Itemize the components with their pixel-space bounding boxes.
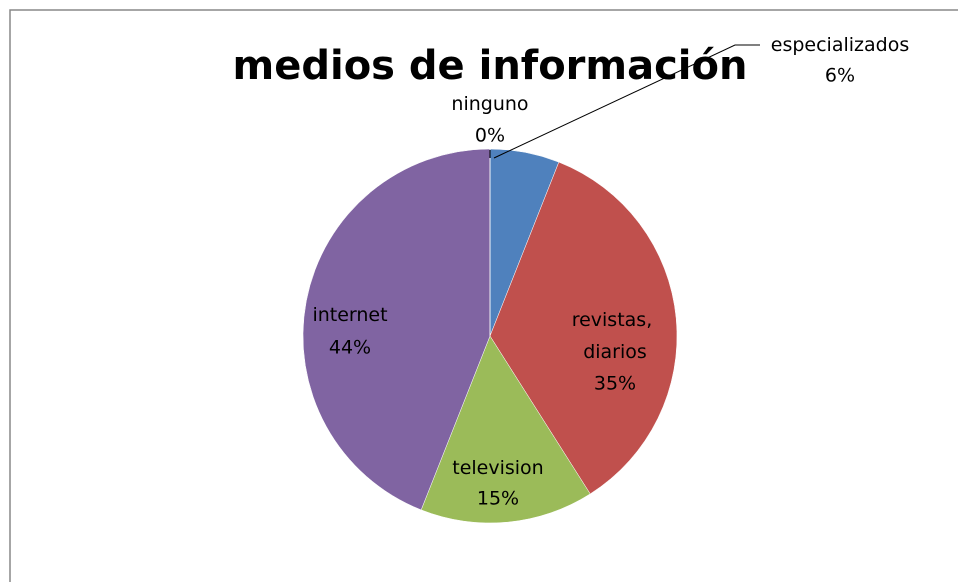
value-label: 6% bbox=[825, 65, 855, 87]
category-label: revistas, diarios bbox=[572, 309, 659, 363]
value-label: 15% bbox=[477, 488, 519, 510]
chart-title: medios de información bbox=[233, 43, 748, 89]
pie-slice bbox=[302, 148, 491, 511]
category-label: ninguno bbox=[451, 93, 528, 115]
value-label: 44% bbox=[329, 337, 371, 359]
leader-line bbox=[493, 44, 760, 159]
value-label: 0% bbox=[475, 125, 505, 147]
value-label: 35% bbox=[594, 373, 636, 395]
pie-slice bbox=[489, 161, 678, 495]
pie-slice bbox=[420, 335, 591, 524]
category-label: internet bbox=[312, 304, 387, 326]
category-label: especializados bbox=[771, 34, 909, 56]
category-label: television bbox=[452, 457, 543, 479]
